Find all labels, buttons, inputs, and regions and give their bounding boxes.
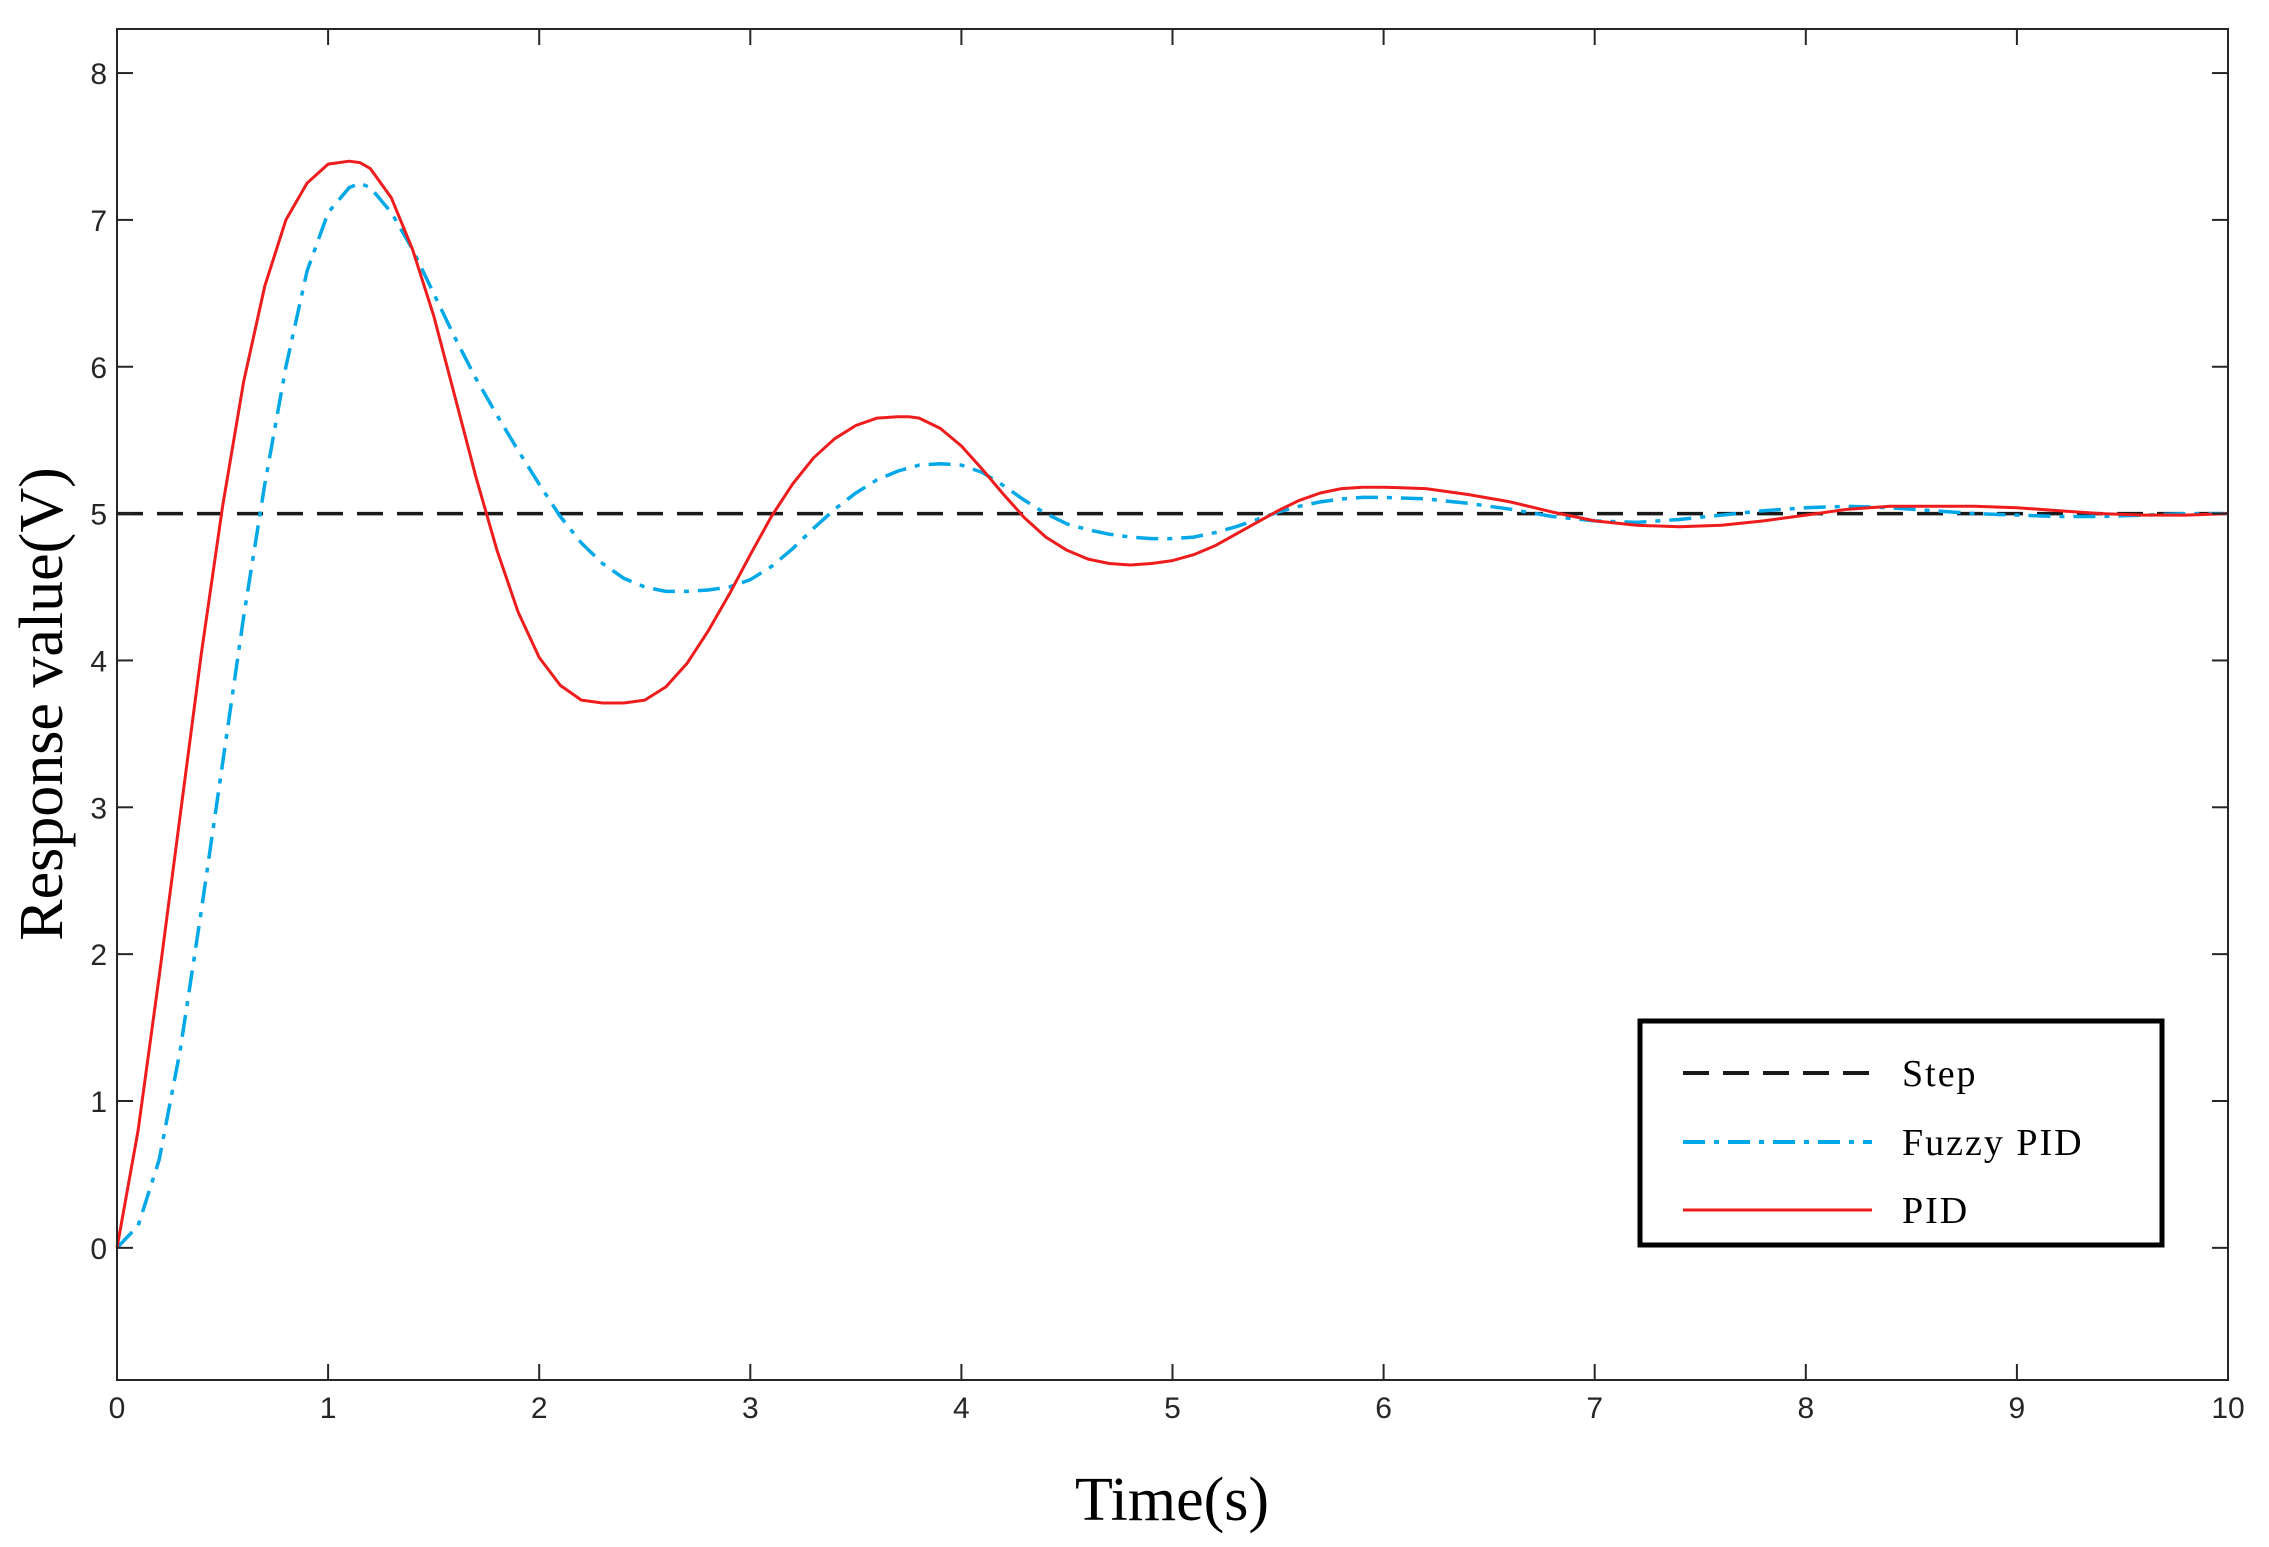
legend-label: PID — [1902, 1190, 1969, 1232]
y-tick-label: 1 — [90, 1086, 107, 1119]
series-line-fuzzy-pid — [115, 181, 2228, 1250]
x-tick-label: 3 — [742, 1392, 759, 1425]
x-tick-label: 5 — [1164, 1392, 1181, 1425]
legend: Step Fuzzy PID PID — [1637, 1018, 2165, 1248]
series-layer — [115, 159, 2229, 1250]
tick-layer: 0 1 2 3 4 5 6 7 8 9 10 0 1 2 3 4 5 6 7 8 — [90, 29, 2245, 1425]
legend-label: Step — [1902, 1053, 1978, 1095]
x-tick-label: 9 — [2009, 1392, 2026, 1425]
x-tick-label: 8 — [1797, 1392, 1814, 1425]
x-tick-label: 7 — [1586, 1392, 1603, 1425]
x-axis-title: Time(s) — [1075, 1466, 1269, 1534]
y-tick-label: 3 — [90, 792, 107, 825]
y-tick-label: 7 — [90, 205, 107, 238]
x-tick-label: 4 — [953, 1392, 970, 1425]
x-tick-label: 10 — [2211, 1392, 2244, 1425]
legend-label: Fuzzy PID — [1902, 1122, 2084, 1164]
y-tick-label: 2 — [90, 939, 107, 972]
y-tick-label: 5 — [90, 499, 107, 532]
x-tick-label: 0 — [109, 1392, 126, 1425]
legend-entries: Step Fuzzy PID PID — [1683, 1053, 2084, 1232]
x-tick-label: 1 — [320, 1392, 337, 1425]
y-tick-label: 6 — [90, 352, 107, 385]
y-tick-label: 4 — [90, 645, 107, 678]
x-tick-label: 2 — [531, 1392, 548, 1425]
y-tick-label: 0 — [90, 1233, 107, 1266]
y-tick-label: 8 — [90, 58, 107, 91]
y-axis-title: Response value(V) — [8, 467, 76, 940]
series-line-pid — [115, 159, 2229, 1249]
x-tick-label: 6 — [1375, 1392, 1392, 1425]
legend-box — [1637, 1018, 2165, 1248]
